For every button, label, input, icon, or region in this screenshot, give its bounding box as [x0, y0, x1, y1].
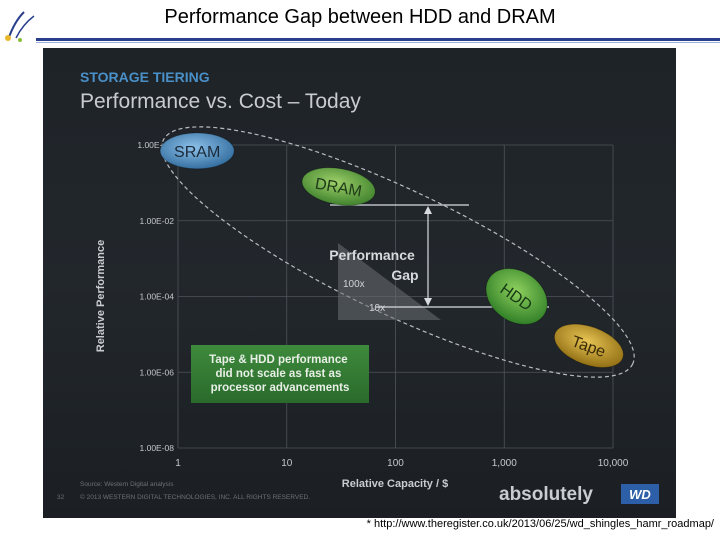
brand-logo-box	[621, 484, 659, 504]
gap-label-line1: Performance	[329, 247, 415, 263]
x-tick-label: 100	[387, 458, 404, 469]
hdd-bubble	[485, 268, 548, 325]
footer-copyright: © 2013 WESTERN DIGITAL TECHNOLOGIES, INC…	[80, 493, 310, 501]
callout-text-line2: did not scale as fast as	[215, 368, 341, 380]
point-tape: Tape	[553, 323, 624, 368]
performance-chart: STORAGE TIERING Performance vs. Cost – T…	[57, 69, 659, 505]
y-tick-label: 1.00E-02	[140, 216, 175, 226]
x-tick-label: 10	[281, 458, 293, 469]
x-axis-label: Relative Capacity / $	[342, 478, 448, 490]
title-divider	[36, 38, 720, 41]
y-tick-label: 1.00E-04	[140, 292, 175, 302]
footer-source: Source: Western Digital analysis	[80, 481, 174, 488]
tape-bubble	[553, 323, 624, 368]
callout-text-line3: processor advancements	[211, 382, 350, 394]
y-tick-label: 1.00E-08	[140, 443, 175, 453]
brand-tagline: absolutely	[499, 484, 593, 505]
brand-logo: WD	[629, 487, 651, 502]
ratio-10x: 10x	[369, 303, 385, 314]
callout-box	[191, 345, 369, 403]
source-note: * http://www.theregister.co.uk/2013/06/2…	[366, 518, 714, 530]
page-number: 32	[57, 494, 65, 501]
dram-bubble	[301, 167, 376, 206]
y-tick-labels: 1.00E+00 1.00E-02 1.00E-04 1.00E-06 1.00E-08	[137, 140, 174, 453]
ratio-100x: 100x	[343, 279, 365, 290]
trend-ellipse	[161, 126, 635, 378]
slide-title: Performance Gap between HDD and DRAM	[164, 6, 556, 28]
kicker-label: STORAGE TIERING	[80, 69, 210, 85]
x-tick-labels: 1 10 100 1,000 10,000	[175, 458, 629, 469]
gap-arrow-up	[424, 206, 432, 214]
x-tick-label: 1,000	[492, 458, 517, 469]
gap-triangle	[338, 243, 441, 320]
x-tick-label: 1	[175, 458, 181, 469]
x-tick-label: 10,000	[598, 458, 629, 469]
point-hdd: HDD	[485, 268, 548, 325]
point-sram: SRAM	[159, 132, 235, 170]
sram-label: SRAM	[174, 144, 220, 161]
y-axis-label: Relative Performance	[95, 240, 107, 353]
title-divider-thin	[36, 42, 720, 43]
gap-arrow-down	[424, 298, 432, 306]
photo-heading: Performance vs. Cost – Today	[80, 90, 361, 113]
institution-logo	[5, 11, 35, 42]
y-tick-label: 1.00E-06	[140, 367, 175, 377]
y-tick-label: 1.00E+00	[137, 140, 174, 150]
sram-bubble	[159, 132, 235, 170]
point-dram: DRAM	[301, 167, 376, 206]
slide-photo: STORAGE TIERING Performance vs. Cost – T…	[43, 48, 676, 518]
callout-text-line1: Tape & HDD performance	[209, 354, 347, 366]
gap-label-line2: Gap	[391, 267, 418, 283]
callout-text: Tape & HDD performance did not scale as …	[209, 354, 351, 394]
